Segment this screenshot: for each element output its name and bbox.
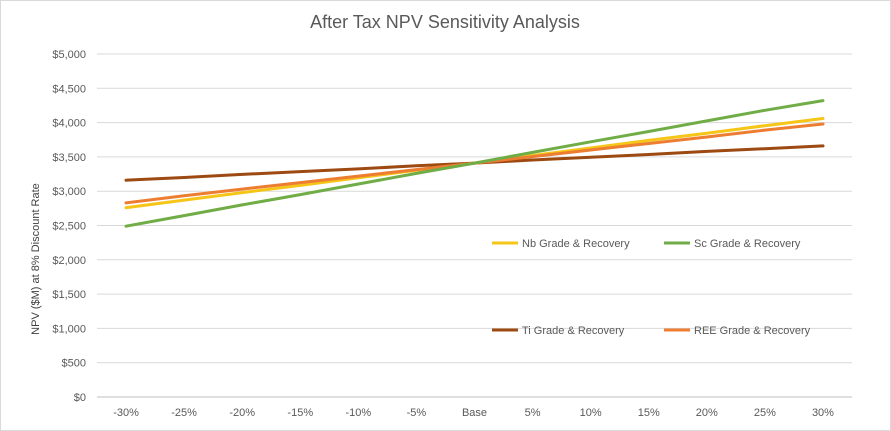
legend-item: Ti Grade & Recovery xyxy=(492,325,625,337)
chart-title: After Tax NPV Sensitivity Analysis xyxy=(310,12,580,32)
legend-label: REE Grade & Recovery xyxy=(694,325,811,337)
x-tick-label: -5% xyxy=(407,407,427,419)
x-tick-label: 25% xyxy=(754,407,776,419)
x-tick-label: -20% xyxy=(229,407,255,419)
x-tick-label: 10% xyxy=(580,407,602,419)
x-tick-label: -25% xyxy=(171,407,197,419)
x-tick-label: Base xyxy=(462,407,487,419)
legend: Nb Grade & Recovery Sc Grade & Recovery Ti… xyxy=(492,238,811,337)
x-tick-label: -10% xyxy=(346,407,372,419)
y-tick-label: $0 xyxy=(74,392,86,404)
series-lines xyxy=(124,99,825,228)
legend-item: Sc Grade & Recovery xyxy=(664,238,801,250)
y-tick-label: $500 xyxy=(62,358,86,370)
y-tick-label: $2,500 xyxy=(52,221,86,233)
x-tick-label: 30% xyxy=(812,407,834,419)
gridlines xyxy=(97,53,852,398)
y-tick-label: $4,500 xyxy=(52,83,86,95)
x-tick-label: -15% xyxy=(287,407,313,419)
y-tick-label: $1,500 xyxy=(52,289,86,301)
legend-label: Ti Grade & Recovery xyxy=(522,325,625,337)
x-axis-ticks: -30% -25% -20% -15% -10% -5% Base 5% 10% 15% 20% 25… xyxy=(113,407,834,419)
y-tick-label: $1,000 xyxy=(52,323,86,335)
y-axis-ticks: $0 $500 $1,000 $1,500 $2,000 $2,500 $3,000 $3,5… xyxy=(52,49,86,404)
x-tick-label: -30% xyxy=(113,407,139,419)
x-tick-label: 15% xyxy=(638,407,660,419)
x-tick-label: 20% xyxy=(696,407,718,419)
x-tick-label: 5% xyxy=(525,407,541,419)
y-tick-label: $3,000 xyxy=(52,186,86,198)
legend-label: Sc Grade & Recovery xyxy=(694,238,801,250)
legend-item: Nb Grade & Recovery xyxy=(492,238,630,250)
y-axis-label: NPV ($M) at 8% Discount Rate xyxy=(30,183,42,335)
series-line-sc xyxy=(124,99,825,228)
y-tick-label: $3,500 xyxy=(52,152,86,164)
y-tick-label: $2,000 xyxy=(52,255,86,267)
legend-label: Nb Grade & Recovery xyxy=(522,238,630,250)
legend-item: REE Grade & Recovery xyxy=(664,325,811,337)
y-tick-label: $5,000 xyxy=(52,49,86,61)
y-tick-label: $4,000 xyxy=(52,118,86,130)
